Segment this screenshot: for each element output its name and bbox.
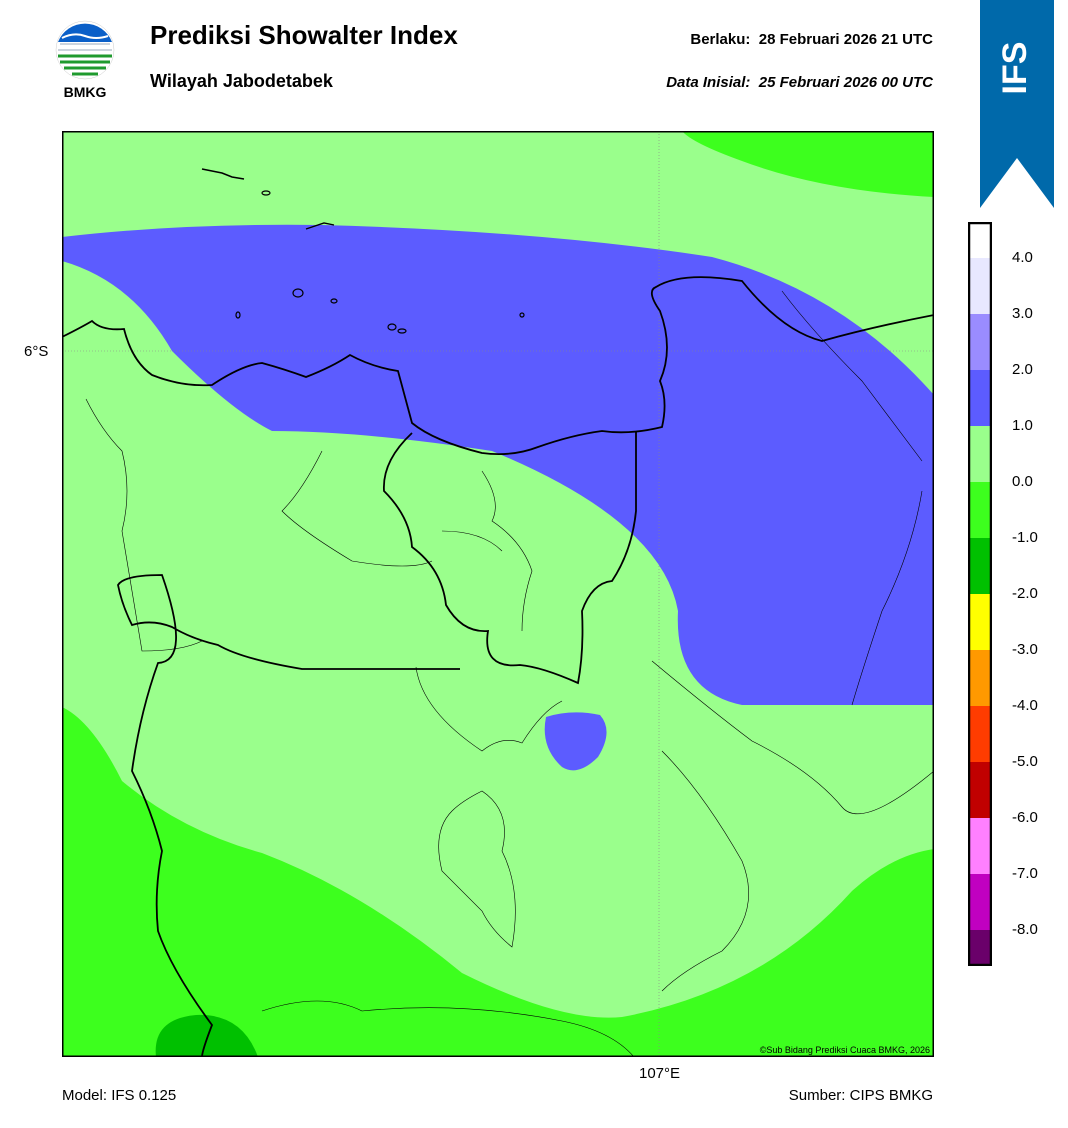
source-label: Sumber: CIPS BMKG — [788, 1087, 933, 1104]
colorbar-tick-label: 2.0 — [1012, 361, 1033, 378]
colorbar-band — [968, 222, 992, 258]
colorbar-band — [968, 594, 992, 650]
longitude-label: 107°E — [639, 1065, 681, 1082]
colorbar-tick-label: -6.0 — [1012, 809, 1038, 826]
colorbar-tick-label: -8.0 — [1012, 921, 1038, 938]
bmkg-logo — [55, 20, 115, 80]
showalter-map: ©Sub Bidang Prediksi Cuaca BMKG, 2026 — [62, 131, 934, 1057]
colorbar — [968, 222, 992, 966]
init-time-value: 25 Februari 2026 00 UTC — [758, 74, 933, 91]
map-copyright: ©Sub Bidang Prediksi Cuaca BMKG, 2026 — [760, 1045, 930, 1055]
colorbar-tick-label: -1.0 — [1012, 529, 1038, 546]
colorbar-tick-label: -7.0 — [1012, 865, 1038, 882]
init-time: Data Inisial: 25 Februari 2026 00 UTC — [666, 74, 933, 91]
colorbar-band — [968, 370, 992, 426]
ribbon-label: IFS — [996, 42, 1034, 95]
colorbar-band — [968, 930, 992, 966]
page-title: Prediksi Showalter Index — [150, 20, 458, 50]
region-subtitle: Wilayah Jabodetabek — [150, 71, 333, 91]
colorbar-band — [968, 706, 992, 762]
colorbar-band — [968, 314, 992, 370]
colorbar-tick-label: 0.0 — [1012, 473, 1033, 490]
colorbar-tick-label: 3.0 — [1012, 305, 1033, 322]
colorbar-band — [968, 874, 992, 930]
colorbar-tick-label: 4.0 — [1012, 249, 1033, 266]
colorbar-tick-label: -2.0 — [1012, 585, 1038, 602]
model-ribbon: IFS — [980, 0, 1054, 208]
colorbar-tick-label: -5.0 — [1012, 753, 1038, 770]
colorbar-band — [968, 650, 992, 706]
valid-time-value: 28 Februari 2026 21 UTC — [758, 31, 933, 48]
colorbar-tick-label: -4.0 — [1012, 697, 1038, 714]
logo-text: BMKG — [63, 84, 107, 100]
valid-time: Berlaku: 28 Februari 2026 21 UTC — [690, 31, 933, 48]
colorbar-tick-label: 1.0 — [1012, 417, 1033, 434]
colorbar-band — [968, 818, 992, 874]
colorbar-band — [968, 538, 992, 594]
model-label: Model: IFS 0.125 — [62, 1087, 177, 1104]
valid-time-label: Berlaku: — [690, 31, 751, 48]
latitude-label: 6°S — [24, 343, 49, 360]
colorbar-band — [968, 482, 992, 538]
colorbar-band — [968, 762, 992, 818]
colorbar-band — [968, 426, 992, 482]
colorbar-band — [968, 258, 992, 314]
colorbar-tick-label: -3.0 — [1012, 641, 1038, 658]
init-time-label: Data Inisial: — [666, 74, 751, 91]
